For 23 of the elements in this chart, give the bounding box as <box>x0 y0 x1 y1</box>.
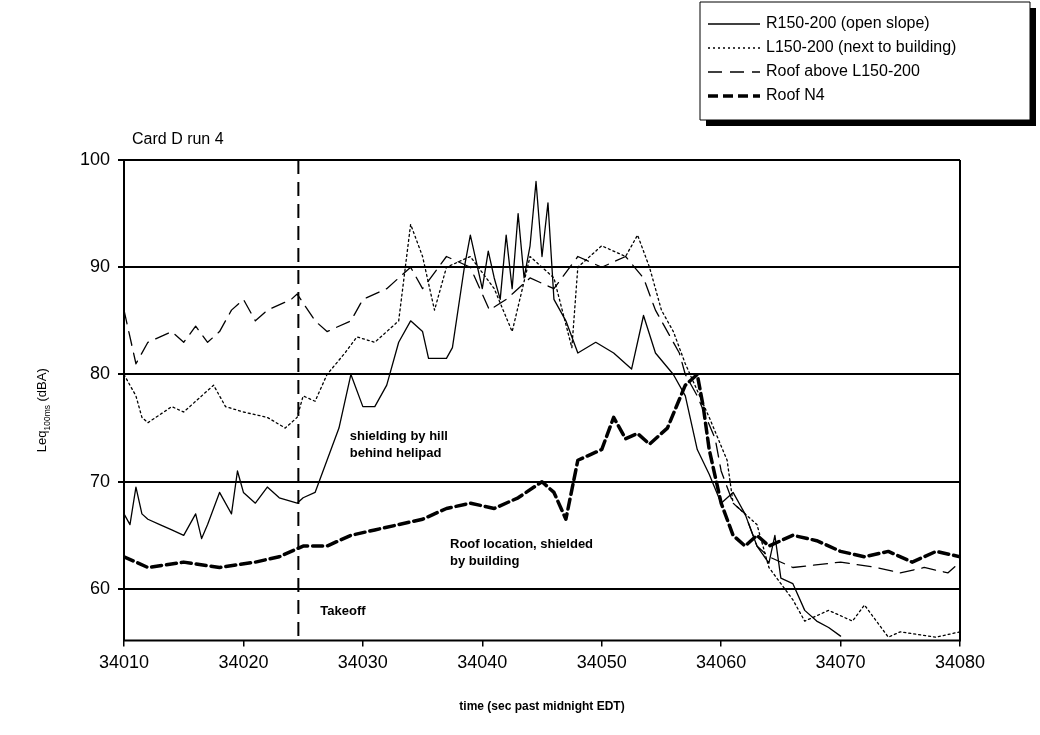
x-axis-title: time (sec past midnight EDT) <box>459 699 625 714</box>
y-tick-label: 80 <box>89 363 110 384</box>
x-tick-label: 34080 <box>934 652 986 673</box>
legend-label: Roof above L150-200 <box>766 62 920 80</box>
x-tick-label: 34050 <box>576 652 627 673</box>
y-tick-label: 100 <box>79 148 110 169</box>
x-tick-label: 34070 <box>815 652 866 673</box>
x-tick-label: 34030 <box>337 652 388 673</box>
x-tick-label: 34060 <box>696 652 747 673</box>
y-tick-label: 90 <box>89 256 110 277</box>
x-tick-label: 34010 <box>98 652 150 673</box>
x-tick-label: 34040 <box>457 652 508 673</box>
y-axis-title: Leq100ms (dBA) <box>34 368 52 453</box>
ref-line-label: Takeoff <box>320 603 367 619</box>
annotation: shielding by hill behind helipad <box>349 427 448 460</box>
chart-title: Card D run 4 <box>132 130 224 148</box>
legend-label: R150-200 (open slope) <box>766 14 930 32</box>
legend-label: L150-200 (next to building) <box>766 38 957 56</box>
y-tick-label: 60 <box>89 577 110 598</box>
x-tick-label: 34020 <box>218 652 269 673</box>
y-tick-label: 70 <box>89 470 110 491</box>
annotation: Roof location, shielded by building <box>450 535 594 568</box>
legend-label: Roof N4 <box>766 86 825 104</box>
